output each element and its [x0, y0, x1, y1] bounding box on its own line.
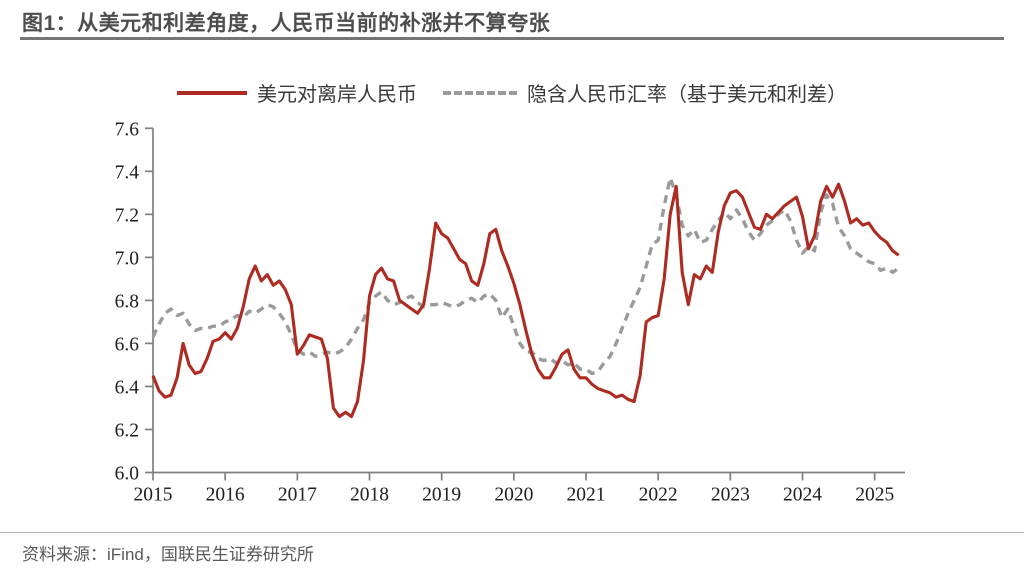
x-axis-tick-label: 2020: [494, 485, 533, 506]
x-axis-tick-label: 2016: [206, 485, 245, 506]
x-axis-tick-label: 2018: [350, 485, 389, 506]
y-axis-tick-label: 7.0: [115, 248, 139, 269]
y-axis-tick-label: 6.0: [115, 464, 139, 485]
axes: [152, 128, 905, 474]
exchange-rate-line-chart: 6.0 6.2 6.4 6.6 6.8 7.0 7.2 7.4 7.6 2015 2016 2017 2…: [115, 119, 905, 506]
red-solid-line-swatch: [177, 90, 247, 95]
x-axis-tick-label: 2021: [567, 485, 606, 506]
x-axis-tick-label: 2019: [422, 485, 461, 506]
x-axis-tick-label: 2022: [639, 485, 678, 506]
y-axis-tick-label: 7.2: [115, 205, 139, 226]
x-axis-tick-label: 2025: [855, 485, 894, 506]
y-axis-tick-label: 6.2: [115, 420, 139, 441]
x-axis-tick-label: 2015: [134, 485, 173, 506]
y-axis-tick-label: 7.4: [115, 162, 140, 183]
y-axis-tick-label: 6.6: [115, 334, 140, 355]
usd-cnh-line: [151, 182, 900, 419]
x-axis-tick-label: 2023: [711, 485, 750, 506]
figure-title: 图1：从美元和利差角度，人民币当前的补涨并不算夸张: [22, 12, 551, 35]
y-axis-tick-label: 6.4: [115, 377, 140, 398]
chart-legend: 美元对离岸人民币 隐含人民币汇率（基于美元和利差）: [0, 78, 1024, 107]
y-axis-tick-label: 7.6: [115, 119, 140, 140]
source-note: 资料来源：iFind，国联民生证券研究所: [22, 545, 314, 564]
y-axis-tick-label: 6.8: [115, 291, 139, 312]
legend-item-implied-rate: 隐含人民币汇率（基于美元和利差）: [443, 78, 847, 107]
title-underline: [20, 37, 1004, 40]
legend-item-usdcnh: 美元对离岸人民币: [177, 78, 417, 107]
footer-divider: [0, 532, 1024, 533]
legend-label-implied-rate: 隐含人民币汇率（基于美元和利差）: [527, 84, 847, 106]
gray-dashed-line-swatch: [443, 90, 517, 95]
x-axis-tick-label: 2024: [783, 485, 822, 506]
x-axis-tick-label: 2017: [278, 485, 317, 506]
legend-label-usdcnh: 美元对离岸人民币: [257, 84, 417, 106]
